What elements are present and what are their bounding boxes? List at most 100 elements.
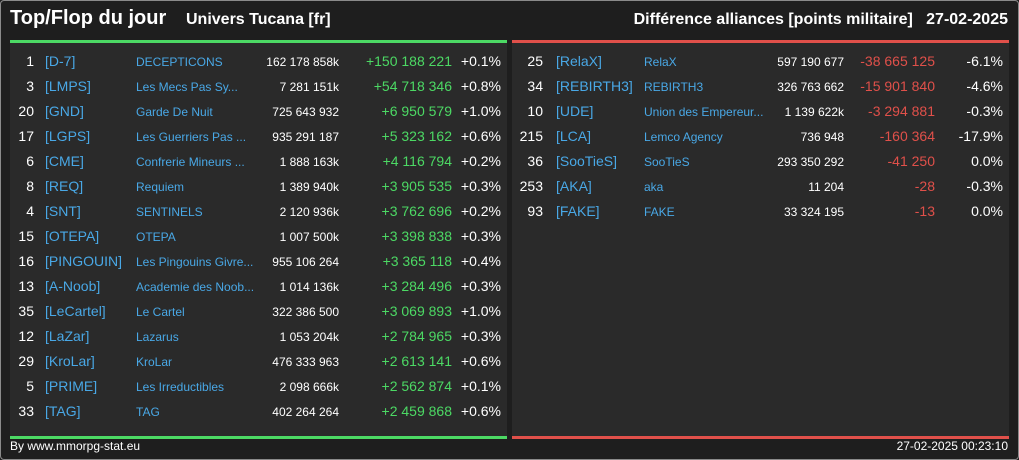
alliance-name-link[interactable]: Lazarus	[136, 330, 179, 344]
alliance-name-link[interactable]: Le Cartel	[136, 305, 185, 319]
alliance-name-link[interactable]: DECEPTICONS	[136, 55, 223, 69]
alliance-name-link[interactable]: REBIRTH3	[644, 80, 704, 94]
alliance-name-link[interactable]: RelaX	[644, 55, 677, 69]
alliance-points: 725 643 932	[272, 105, 339, 119]
alliance-points: 1 007 500k	[279, 230, 339, 244]
alliance-rank: 20	[18, 103, 34, 119]
alliance-rank: 33	[18, 403, 34, 419]
alliance-points: 33 324 195	[783, 205, 844, 219]
alliance-pct: -6.1%	[966, 53, 1003, 69]
alliance-name-link[interactable]: Les Pingouins Givre...	[136, 255, 254, 269]
alliance-pct: -4.6%	[966, 78, 1003, 94]
alliance-points: 2 120 936k	[279, 205, 339, 219]
alliance-diff: +3 284 496	[381, 278, 452, 294]
flop-row: 253 [AKA] aka 11 204 -28 -0.3%	[512, 174, 1009, 199]
alliance-tag-link[interactable]: [LaZar]	[45, 328, 90, 344]
alliance-diff: +2 562 874	[381, 378, 452, 394]
alliance-points: 1 389 940k	[279, 180, 339, 194]
alliance-diff: +54 718 346	[373, 78, 452, 94]
alliance-points: 326 763 662	[777, 80, 844, 94]
alliance-tag-link[interactable]: [OTEPA]	[45, 228, 100, 244]
alliance-tag-link[interactable]: [PINGOUIN]	[45, 253, 123, 269]
alliance-name-link[interactable]: SooTieS	[644, 155, 690, 169]
alliance-name-link[interactable]: KroLar	[136, 355, 173, 369]
alliance-tag-link[interactable]: [UDE]	[556, 103, 594, 119]
alliance-rank: 1	[26, 53, 34, 69]
alliance-rank: 253	[519, 178, 543, 194]
alliance-pct: +0.3%	[460, 328, 501, 344]
alliance-name-link[interactable]: Union des Empereur...	[644, 105, 764, 119]
alliance-name-link[interactable]: Garde De Nuit	[136, 105, 213, 119]
alliance-tag-link[interactable]: [LeCartel]	[45, 303, 106, 319]
alliance-pct: +0.8%	[460, 78, 501, 94]
alliance-name-link[interactable]: Les Irreductibles	[136, 380, 225, 394]
alliance-pct: +1.0%	[460, 103, 501, 119]
top-row: 6 [CME] Confrerie Mineurs ... 1 888 163k +4 …	[10, 149, 507, 174]
alliance-diff: +3 905 535	[381, 178, 452, 194]
flop-row: 34 [REBIRTH3] REBIRTH3 326 763 662 -15 901 8…	[512, 74, 1009, 99]
alliance-tag-link[interactable]: [RelaX]	[556, 53, 602, 69]
alliance-pct: +0.3%	[460, 178, 501, 194]
alliance-points: 935 291 187	[272, 130, 339, 144]
alliance-name-link[interactable]: Les Mecs Pas Sy...	[136, 80, 238, 94]
alliance-tag-link[interactable]: [SNT]	[45, 203, 81, 219]
alliance-name-link[interactable]: Confrerie Mineurs ...	[136, 155, 245, 169]
alliance-name-link[interactable]: Requiem	[136, 180, 185, 194]
footer-timestamp: 27-02-2025 00:23:10	[896, 439, 1008, 453]
alliance-name-link[interactable]: Academie des Noob...	[136, 280, 255, 294]
alliance-pct: 0.0%	[971, 153, 1003, 169]
alliance-tag-link[interactable]: [D-7]	[45, 53, 76, 69]
alliance-tag-link[interactable]: [PRIME]	[45, 378, 98, 394]
alliance-pct: -0.3%	[966, 178, 1003, 194]
flop-row: 93 [FAKE] FAKE 33 324 195 -13 0.0%	[512, 199, 1009, 224]
page-title: Top/Flop du jour	[10, 7, 167, 29]
alliance-diff: +5 323 162	[381, 128, 452, 144]
alliance-rank: 12	[18, 328, 34, 344]
alliance-tag-link[interactable]: [FAKE]	[556, 203, 600, 219]
alliance-rank: 5	[26, 378, 34, 394]
alliance-tag-link[interactable]: [REBIRTH3]	[556, 78, 633, 94]
alliance-name-link[interactable]: Lemco Agency	[644, 130, 723, 144]
alliance-pct: -17.9%	[958, 128, 1003, 144]
alliance-name-link[interactable]: FAKE	[644, 205, 675, 219]
alliance-tag-link[interactable]: [TAG]	[45, 403, 81, 419]
alliance-tag-link[interactable]: [KroLar]	[45, 353, 95, 369]
flop-row: 25 [RelaX] RelaX 597 190 677 -38 665 125 -6.1…	[512, 49, 1009, 74]
alliance-name-link[interactable]: Les Guerriers Pas ...	[136, 130, 247, 144]
header: Top/Flop du jour Univers Tucana [fr] Dif…	[10, 7, 1008, 37]
top-row: 5 [PRIME] Les Irreductibles 2 098 666k +2 56…	[10, 374, 507, 399]
flop-row: 215 [LCA] Lemco Agency 736 948 -160 364 -17.9…	[512, 124, 1009, 149]
alliance-rank: 4	[26, 203, 34, 219]
alliance-tag-link[interactable]: [REQ]	[45, 178, 84, 194]
alliance-rank: 8	[26, 178, 34, 194]
alliance-name-link[interactable]: OTEPA	[136, 230, 176, 244]
alliance-pct: +0.6%	[460, 353, 501, 369]
alliance-name-link[interactable]: aka	[644, 180, 664, 194]
alliance-diff: +3 398 838	[381, 228, 452, 244]
alliance-rank: 25	[527, 53, 543, 69]
alliance-tag-link[interactable]: [A-Noob]	[45, 278, 101, 294]
alliance-name-link[interactable]: SENTINELS	[136, 205, 203, 219]
alliance-rank: 15	[18, 228, 34, 244]
alliance-tag-link[interactable]: [LMPS]	[45, 78, 91, 94]
alliance-tag-link[interactable]: [LGPS]	[45, 128, 91, 144]
alliance-rank: 34	[527, 78, 543, 94]
alliance-name-link[interactable]: TAG	[136, 405, 160, 419]
alliance-tag-link[interactable]: [CME]	[45, 153, 84, 169]
alliance-points: 402 264 264	[272, 405, 339, 419]
alliance-rank: 215	[519, 128, 543, 144]
alliance-pct: +0.3%	[460, 278, 501, 294]
alliance-diff: +3 762 696	[381, 203, 452, 219]
alliance-tag-link[interactable]: [AKA]	[556, 178, 592, 194]
flop-row: 36 [SooTieS] SooTieS 293 350 292 -41 250 0.0%	[512, 149, 1009, 174]
top-row: 35 [LeCartel] Le Cartel 322 386 500 +3 069 8…	[10, 299, 507, 324]
footer-credit[interactable]: By www.mmorpg-stat.eu	[10, 439, 141, 453]
top-row: 13 [A-Noob] Academie des Noob... 1 014 136k…	[10, 274, 507, 299]
alliance-tag-link[interactable]: [SooTieS]	[556, 153, 617, 169]
alliance-points: 736 948	[800, 130, 844, 144]
alliance-tag-link[interactable]: [LCA]	[556, 128, 592, 144]
alliance-rank: 16	[18, 253, 34, 269]
alliance-points: 1 139 622k	[784, 105, 844, 119]
alliance-rank: 17	[18, 128, 34, 144]
alliance-tag-link[interactable]: [GND]	[45, 103, 84, 119]
